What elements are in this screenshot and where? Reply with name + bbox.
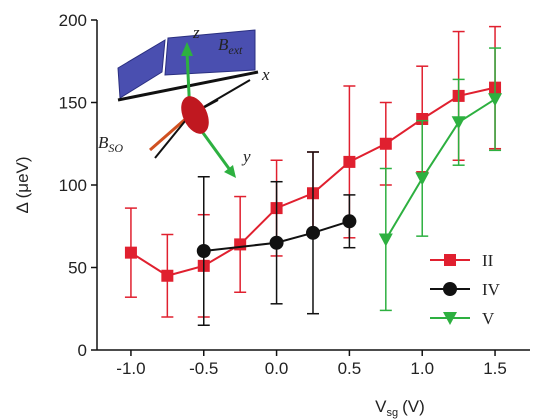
annotation: y — [241, 147, 251, 166]
y-tick-label: 50 — [68, 259, 87, 278]
y-tick-label: 0 — [78, 341, 87, 360]
legend-marker — [443, 312, 457, 325]
inset-diagram: z Bext x BSO y — [98, 23, 270, 178]
series-line — [384, 98, 496, 240]
annotation: BSO — [98, 133, 123, 155]
legend-label: V — [482, 309, 495, 328]
y-axis-label: Δ (μeV) — [13, 156, 32, 213]
marker — [488, 93, 503, 107]
x-tick-label: 1.0 — [410, 359, 434, 378]
annotation-sub: SO — [108, 141, 123, 155]
x-tick-label: -0.5 — [189, 359, 218, 378]
annotation: B — [98, 133, 109, 152]
x-axis-label-main: V — [375, 397, 387, 416]
legend-marker — [443, 282, 457, 296]
y-tick-label: 100 — [59, 176, 87, 195]
marker — [416, 113, 429, 125]
legend-label: II — [482, 251, 494, 270]
y-tick-label: 150 — [59, 94, 87, 113]
marker — [343, 155, 356, 168]
x-axis-label-unit: (V) — [402, 397, 425, 416]
plot-area: 0 50 100 150 200 -1.0 -0.5 0.0 0.5 1.0 1.5 II IV V — [59, 11, 530, 378]
annotation: Bext — [218, 35, 243, 57]
marker — [161, 269, 174, 282]
x-tick-label: -1.0 — [116, 359, 145, 378]
marker — [415, 172, 430, 186]
marker — [305, 225, 320, 240]
marker — [124, 246, 137, 259]
inset-ellipsoid — [181, 96, 209, 134]
x-tick-label: 0.5 — [338, 359, 362, 378]
marker — [451, 116, 466, 130]
x-tick-label: 0.0 — [265, 359, 289, 378]
marker — [234, 238, 247, 251]
inset-arrowhead — [181, 42, 193, 56]
marker — [378, 233, 393, 247]
legend-marker — [444, 254, 456, 266]
annotation: B — [218, 35, 229, 54]
series-line — [203, 220, 350, 252]
inset-arrow — [154, 114, 191, 159]
marker — [379, 137, 392, 150]
y-tick-label: 200 — [59, 11, 87, 30]
legend-label: IV — [482, 280, 501, 299]
annotation-sub: ext — [228, 43, 243, 57]
inset-arrowhead — [224, 165, 236, 178]
annotation: x — [261, 65, 270, 84]
x-axis-label: Vsg (V) — [375, 397, 425, 419]
x-axis-label-sub: sg — [387, 407, 399, 419]
annotation: z — [192, 23, 200, 42]
marker — [196, 244, 211, 258]
marker — [269, 235, 284, 250]
marker — [342, 214, 357, 229]
x-tick-label: 1.5 — [483, 359, 507, 378]
inset-arrow — [149, 113, 191, 152]
inset-plane — [117, 39, 166, 99]
